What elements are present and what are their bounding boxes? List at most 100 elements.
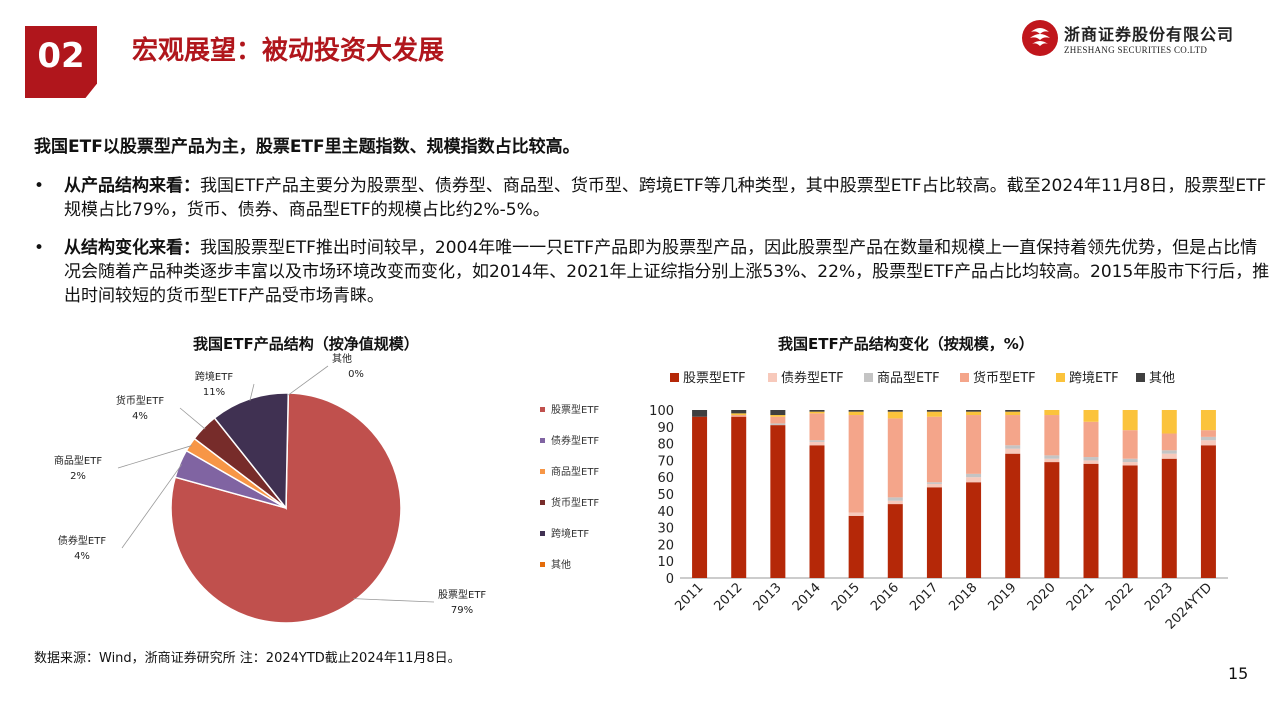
pie-label-name: 跨境ETF — [195, 370, 233, 383]
bar-segment — [809, 410, 825, 412]
section-number-box — [25, 26, 97, 98]
bar-segment — [770, 415, 786, 417]
bar-legend-swatch — [1056, 373, 1065, 382]
x-tick-label: 2019 — [986, 580, 1020, 614]
page-title: 宏观展望：被动投资大发展 — [132, 36, 445, 66]
bar-segment — [926, 410, 942, 412]
pie-legend-label: 其他 — [551, 558, 571, 571]
bar-legend-label: 货币型ETF — [973, 370, 1036, 386]
bar-segment — [1122, 465, 1138, 578]
x-tick-label: 2022 — [1103, 580, 1137, 614]
pie-leader-line — [117, 445, 192, 469]
pie-legend-label: 股票型ETF — [551, 403, 599, 416]
bar-segment — [809, 445, 825, 578]
pie-label-name: 其他 — [332, 352, 352, 365]
bar-segment — [1122, 462, 1138, 466]
x-tick-label: 2018 — [946, 580, 980, 614]
pie-label-name: 商品型ETF — [54, 454, 102, 467]
section-number: 02 — [37, 36, 85, 76]
bar-segment — [731, 416, 747, 578]
bar-segment — [1005, 448, 1021, 454]
bar-segment — [1083, 410, 1099, 422]
bar-segment — [848, 515, 864, 578]
bar-segment — [926, 416, 942, 483]
pie-legend-label: 跨境ETF — [551, 527, 589, 540]
bar-segment — [731, 415, 747, 417]
bar-legend-swatch — [960, 373, 969, 382]
bar-segment — [731, 413, 747, 416]
page-number: 15 — [1228, 664, 1249, 683]
pie-chart: 其他 0% 股票型ETF 79% 债券型ETF 4% 商品型ETF 2% 货币型ETF 4% 跨境E… — [54, 352, 599, 624]
pie-legend-swatch — [540, 531, 545, 536]
x-tick-label: 2012 — [712, 580, 746, 614]
y-tick-label: 80 — [657, 438, 674, 453]
y-tick-label: 0 — [666, 572, 674, 587]
company-name-cn: 浙商证券股份有限公司 — [1064, 25, 1235, 44]
bar-segment — [1044, 415, 1060, 456]
bar-segment — [1200, 440, 1216, 446]
pie-leader-line — [353, 598, 435, 603]
bar-legend-label: 跨境ETF — [1069, 371, 1119, 386]
bar-segment — [770, 423, 786, 426]
bar-segment — [848, 411, 864, 416]
y-tick-label: 40 — [657, 505, 674, 520]
bar-segment — [966, 415, 982, 474]
pie-legend-swatch — [540, 407, 545, 412]
bullet-text: 我国ETF产品主要分为股票型、债券型、商品型、货币型、跨境ETF等几种类型，其中… — [64, 176, 1267, 220]
bar-segment — [966, 410, 982, 412]
pie-label-value: 4% — [74, 551, 90, 562]
bar-segment — [926, 482, 942, 484]
x-tick-label: 2016 — [868, 580, 902, 614]
pie-legend-swatch — [540, 469, 545, 474]
bar-segment — [966, 482, 982, 578]
bar-legend-label: 其他 — [1149, 371, 1175, 386]
bar-segment — [1044, 455, 1060, 459]
bar-segment — [966, 477, 982, 483]
bar-segment — [1083, 421, 1099, 458]
bar-segment — [966, 411, 982, 416]
bar-segment — [1122, 458, 1138, 463]
x-tick-label: 2023 — [1142, 580, 1176, 614]
bar-legend-swatch — [1136, 373, 1145, 382]
x-tick-label: 2011 — [672, 580, 706, 614]
bar-segment — [887, 418, 903, 498]
pie-legend-label: 债券型ETF — [551, 434, 599, 447]
pie-leader-line — [121, 464, 183, 549]
y-tick-label: 70 — [657, 454, 674, 469]
bar-segment — [887, 497, 903, 501]
pie-label-value: 2% — [70, 471, 86, 482]
bar-segment — [966, 473, 982, 478]
pie-legend-swatch — [540, 438, 545, 443]
y-tick-label: 30 — [657, 522, 674, 537]
bar-segment — [887, 410, 903, 412]
bar-segment — [848, 410, 864, 412]
pie-label-name: 货币型ETF — [116, 394, 164, 407]
bar-segment — [887, 411, 903, 419]
pie-label-name: 债券型ETF — [58, 534, 106, 547]
bar-segment — [926, 487, 942, 578]
bullet-dot: • — [34, 176, 45, 196]
pie-leader-line — [179, 407, 206, 430]
bar-segment — [887, 500, 903, 505]
x-tick-label: 2015 — [829, 580, 863, 614]
pie-legend-label: 货币型ETF — [551, 496, 599, 509]
bar-segment — [1044, 410, 1060, 416]
y-tick-label: 20 — [657, 538, 674, 553]
data-source-note: 数据来源：Wind，浙商证券研究所 注：2024YTD截止2024年11月8日。 — [34, 651, 461, 666]
bar-segment — [1083, 457, 1099, 461]
bar-segment — [731, 410, 747, 414]
y-tick-label: 100 — [649, 404, 674, 419]
pie-legend-label: 商品型ETF — [551, 465, 599, 478]
bar-segment — [1200, 410, 1216, 431]
pie-label-value: 0% — [348, 369, 364, 380]
bar-segment — [1200, 430, 1216, 437]
bar-segment — [1161, 450, 1177, 454]
x-tick-label: 2013 — [751, 580, 785, 614]
bar-legend-label: 股票型ETF — [683, 371, 746, 386]
bar-segment — [1044, 462, 1060, 578]
bar-segment — [1005, 410, 1021, 412]
bar-segment — [770, 410, 786, 416]
bar-segment — [1122, 410, 1138, 431]
bar-segment — [809, 413, 825, 441]
